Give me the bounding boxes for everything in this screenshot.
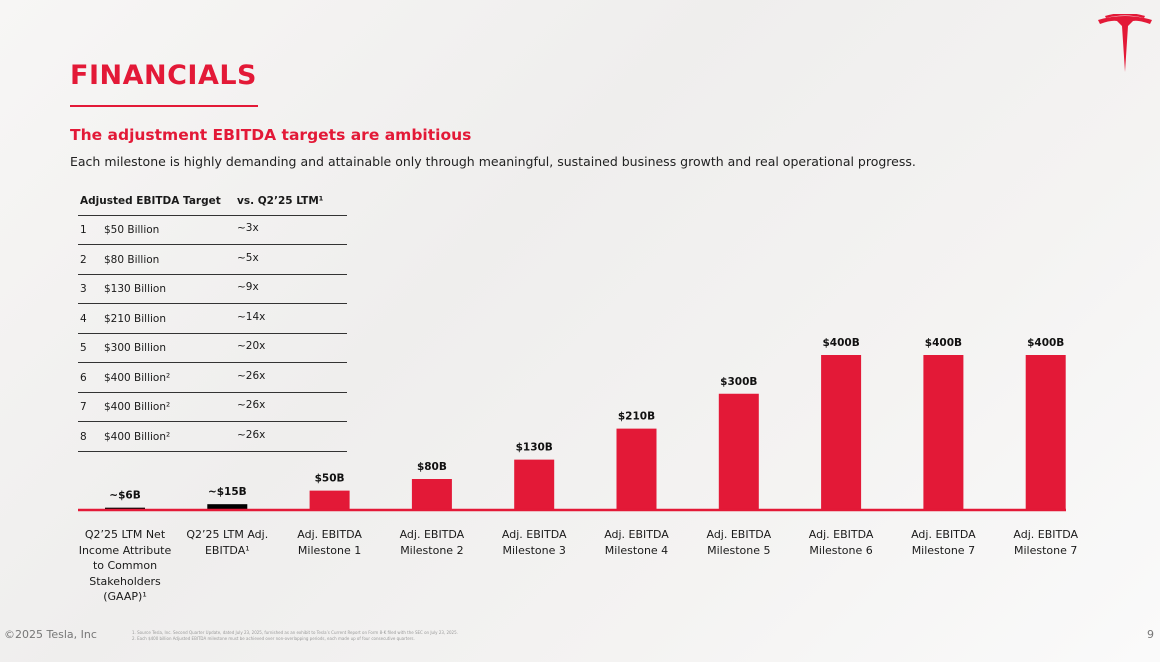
category-label: Adj. EBITDA Milestone 3 bbox=[501, 528, 567, 557]
bar bbox=[1025, 355, 1066, 510]
multiple: ~3x bbox=[237, 222, 259, 234]
copyright: ©2025 Tesla, Inc bbox=[4, 628, 97, 641]
value-label: $300B bbox=[720, 376, 757, 388]
value-label: $80B bbox=[417, 461, 447, 473]
bar bbox=[411, 479, 452, 510]
multiple: ~26x bbox=[237, 428, 266, 441]
value-label: $400B bbox=[822, 337, 859, 349]
value-label: $130B bbox=[516, 442, 553, 454]
category-label: Adj. EBITDA Milestone 1 bbox=[297, 528, 362, 557]
row-index: 8 bbox=[80, 430, 87, 443]
row-index: 2 bbox=[80, 253, 87, 266]
row-rule bbox=[78, 362, 347, 363]
bar bbox=[821, 355, 862, 510]
value-label: ~$6B bbox=[109, 490, 140, 502]
target: $300 Billion bbox=[104, 342, 167, 354]
row-rule bbox=[78, 273, 347, 275]
column-header: vs. Q2’25 LTM¹ bbox=[237, 195, 324, 207]
category-label: Q2’25 LTM Adj. EBITDA¹ bbox=[186, 528, 269, 557]
row-index: 1 bbox=[80, 224, 87, 236]
category-label: Adj. EBITDA Milestone 4 bbox=[604, 528, 669, 557]
bar bbox=[207, 504, 248, 510]
row-rule bbox=[78, 303, 347, 304]
target: $210 Billion bbox=[104, 312, 167, 325]
title: FINANCIALS bbox=[70, 60, 257, 91]
category-label: Adj. EBITDA Milestone 7 bbox=[911, 528, 976, 557]
target: $80 Billion bbox=[104, 253, 160, 266]
value-label: $400B bbox=[1027, 337, 1064, 349]
category-label: Q2’25 LTM Net Income Attribute to Common… bbox=[78, 528, 172, 603]
value-label: ~$15B bbox=[208, 486, 247, 498]
target: $50 Billion bbox=[104, 224, 160, 236]
multiple: ~26x bbox=[237, 399, 266, 411]
row-rule bbox=[78, 244, 347, 245]
value-label: $210B bbox=[618, 411, 655, 423]
category-label: Adj. EBITDA Milestone 6 bbox=[808, 528, 874, 557]
footnote: 2. Each $400 billion Adjusted EBITDA mil… bbox=[132, 636, 415, 641]
target: $400 Billion² bbox=[104, 371, 171, 384]
footnote: 1. Source Tesla, Inc. Second Quarter Upd… bbox=[132, 630, 458, 635]
row-rule bbox=[78, 450, 347, 452]
row-rule bbox=[78, 421, 347, 422]
row-rule bbox=[78, 332, 347, 334]
bar bbox=[616, 428, 657, 510]
page-number: 9 bbox=[1147, 628, 1154, 641]
multiple: ~20x bbox=[237, 340, 266, 352]
value-label: $50B bbox=[315, 473, 345, 485]
row-index: 4 bbox=[80, 312, 87, 325]
bar bbox=[309, 490, 350, 510]
column-header: Adjusted EBITDA Target bbox=[80, 195, 221, 207]
value-label: $400B bbox=[925, 337, 962, 349]
bar bbox=[514, 459, 555, 510]
target: $130 Billion bbox=[104, 283, 167, 295]
row-index: 7 bbox=[80, 401, 87, 413]
tesla-logo bbox=[1098, 14, 1152, 72]
row-index: 3 bbox=[80, 283, 87, 295]
target: $400 Billion² bbox=[104, 430, 171, 443]
multiple: ~9x bbox=[237, 281, 259, 293]
category-label: Adj. EBITDA Milestone 2 bbox=[399, 528, 465, 557]
row-rule bbox=[78, 391, 347, 393]
subtitle: The adjustment EBITDA targets are ambiti… bbox=[70, 126, 472, 144]
bar bbox=[923, 355, 964, 510]
bar bbox=[718, 393, 759, 510]
target: $400 Billion² bbox=[104, 401, 171, 413]
multiple: ~14x bbox=[237, 310, 266, 323]
description: Each milestone is highly demanding and a… bbox=[70, 154, 916, 169]
row-index: 5 bbox=[80, 342, 87, 354]
row-index: 6 bbox=[80, 371, 87, 384]
category-label: Adj. EBITDA Milestone 7 bbox=[1013, 528, 1078, 557]
title-rule bbox=[70, 105, 258, 107]
multiple: ~26x bbox=[237, 369, 266, 382]
multiple: ~5x bbox=[237, 251, 259, 264]
category-label: Adj. EBITDA Milestone 5 bbox=[706, 528, 772, 557]
row-rule bbox=[78, 215, 347, 216]
